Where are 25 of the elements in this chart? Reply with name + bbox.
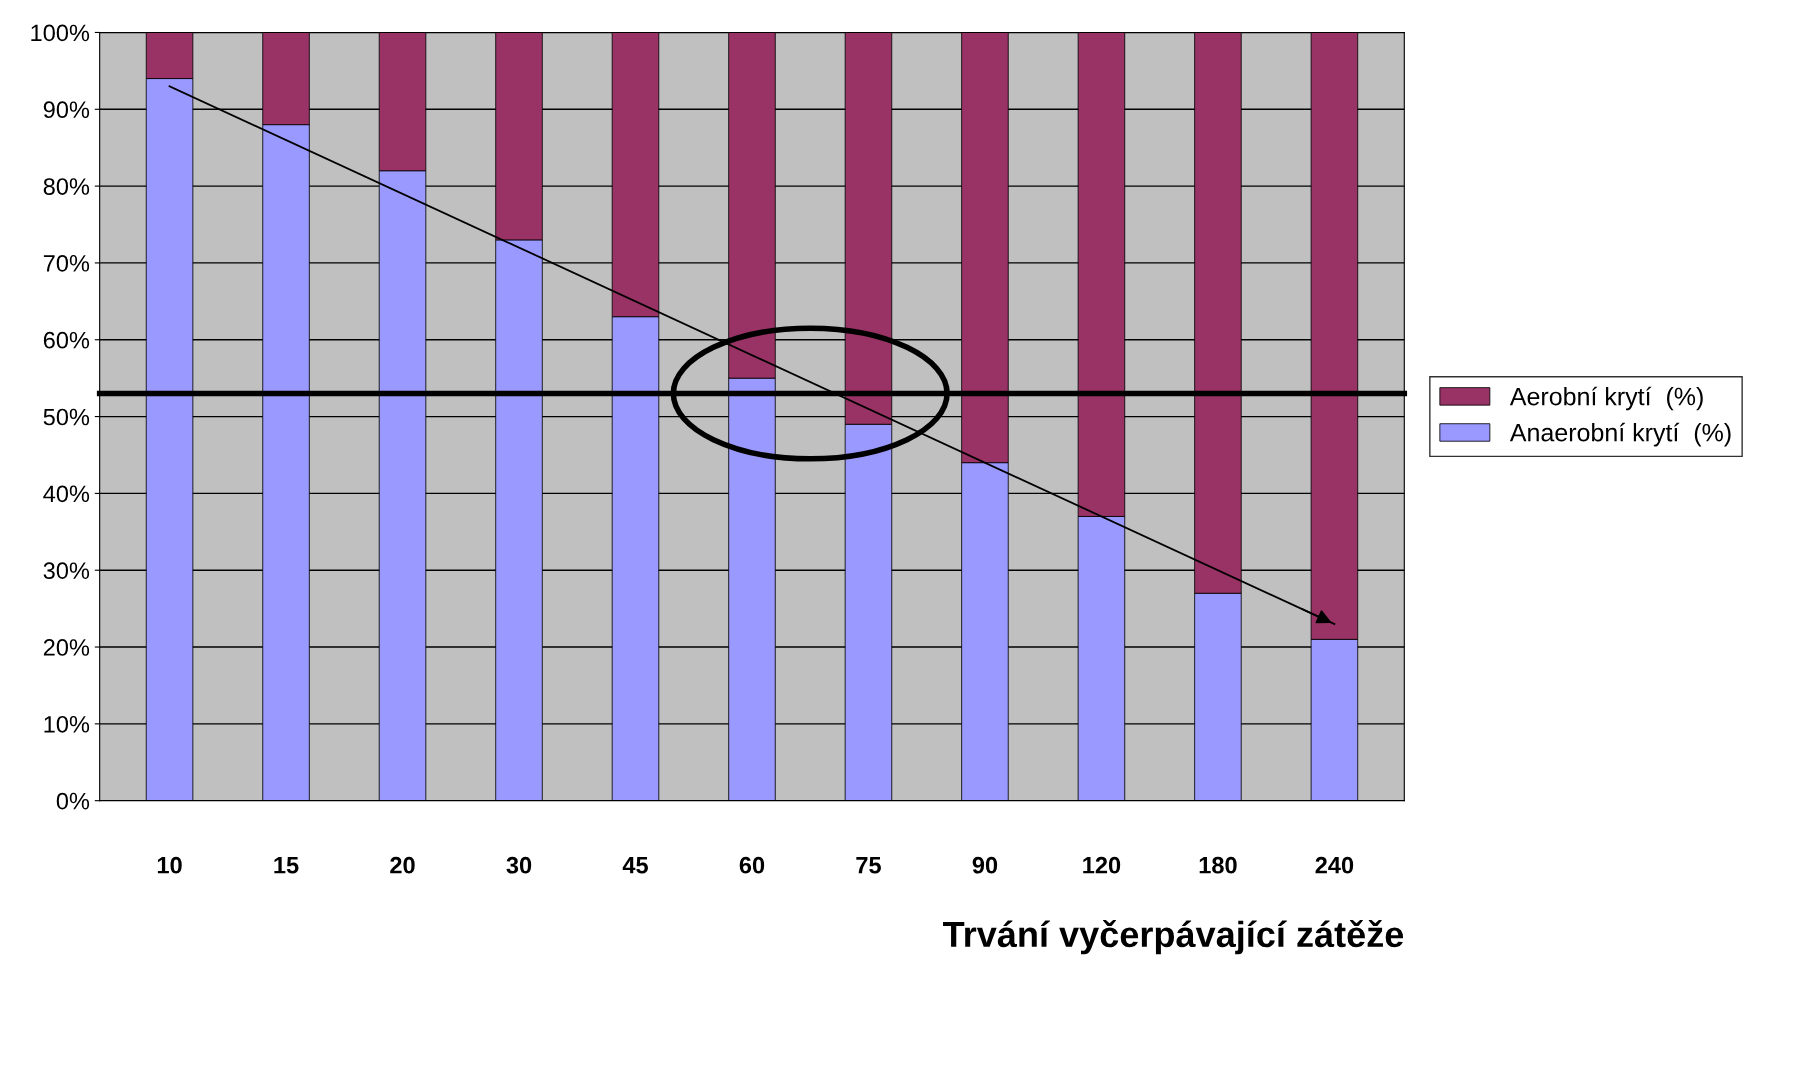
x-tick-label: 75 bbox=[856, 857, 881, 874]
y-tick-label: 70% bbox=[43, 254, 90, 272]
x-axis-title: Trvání vyčerpávající zátěže bbox=[943, 919, 1404, 955]
y-tick-label: 100% bbox=[31, 24, 90, 42]
x-tick-label: 60 bbox=[739, 856, 765, 874]
y-tick-label: 20% bbox=[43, 639, 90, 656]
x-tick-label: 240 bbox=[1315, 856, 1354, 874]
y-tick-label: 50% bbox=[43, 408, 90, 426]
x-tick-label: 15 bbox=[274, 857, 299, 874]
y-tick-label: 90% bbox=[43, 101, 90, 119]
legend-label: Anaerobní krytí (%) bbox=[1509, 422, 1731, 447]
y-tick-label: 30% bbox=[43, 562, 90, 579]
legend-label: Aerobní krytí (%) bbox=[1509, 386, 1703, 411]
x-tick-label: 180 bbox=[1199, 856, 1237, 874]
y-tick-label: 10% bbox=[44, 715, 90, 733]
y-tick-label: 60% bbox=[43, 331, 90, 349]
x-tick-label: 90 bbox=[972, 856, 998, 874]
x-tick-label: 45 bbox=[622, 857, 648, 874]
y-tick-label: 0% bbox=[56, 792, 90, 810]
x-tick-label: 20 bbox=[390, 856, 415, 874]
y-tick-label: 40% bbox=[43, 485, 90, 503]
x-tick-label: 120 bbox=[1083, 856, 1121, 874]
x-tick-label: 10 bbox=[157, 856, 182, 874]
y-tick-label: 80% bbox=[43, 178, 90, 195]
x-tick-label: 30 bbox=[506, 856, 532, 874]
